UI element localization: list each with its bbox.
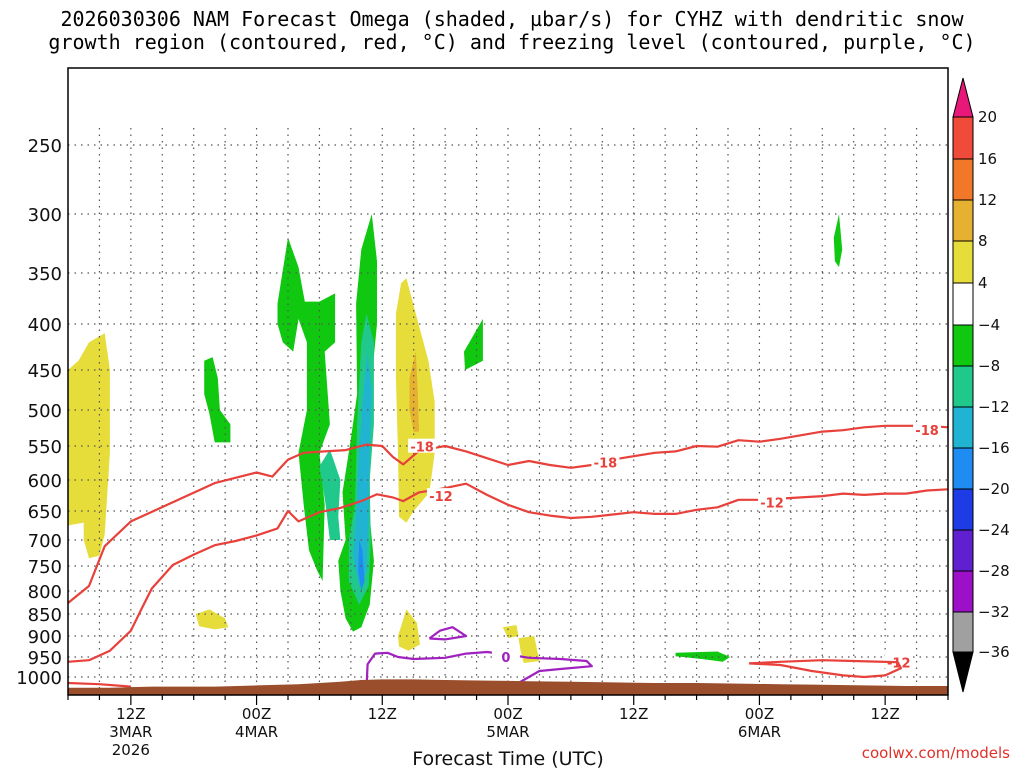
colorbar-swatch--16 [952, 406, 974, 449]
contour-line--12-1 [67, 482, 949, 663]
y-tick-label-750: 750 [28, 557, 62, 578]
colorbar-label-3: 8 [978, 232, 988, 250]
y-tick-label-850: 850 [28, 605, 62, 626]
x-tick-label-30-0: 12Z [368, 705, 397, 723]
contour-label--18-1: -18 [594, 456, 618, 471]
contour-label-bg [913, 422, 942, 437]
colorbar-label-1: 16 [978, 150, 997, 168]
colorbar-label-4: 4 [978, 274, 988, 292]
y-tick-label-650: 650 [28, 502, 62, 523]
x-tick-label-6-1: 3MAR [109, 723, 152, 741]
x-tick-label-42-0: 00Z [493, 705, 522, 723]
colorbar-swatch-12 [952, 158, 974, 201]
y-tick-label-700: 700 [28, 531, 62, 552]
omega-region-2 [204, 357, 231, 443]
y-tick-label-900: 900 [28, 627, 62, 648]
contour-line-0-4 [365, 650, 593, 687]
x-tick-label-6-0: 12Z [116, 705, 145, 723]
y-tick-label-950: 950 [28, 648, 62, 669]
omega-region-10 [409, 351, 419, 432]
omega-region-15 [675, 651, 731, 662]
colorbar-swatch--20 [952, 447, 974, 490]
colorbar-label-0: 20 [978, 108, 997, 126]
chart-title-line2: growth region (contoured, red, °C) and f… [48, 30, 976, 54]
contour-label--12-1: -12 [760, 496, 784, 511]
colorbar-swatch-16 [952, 116, 974, 160]
y-tick-label-1000: 1000 [16, 668, 62, 689]
y-tick-label-250: 250 [28, 136, 62, 157]
y-tick-label-500: 500 [28, 401, 62, 422]
colorbar-swatch--12 [952, 365, 974, 408]
colorbar-swatch-4 [952, 240, 974, 284]
contour-label-bg [884, 654, 913, 669]
omega-region-5 [319, 449, 341, 540]
x-axis-label: Forecast Time (UTC) [412, 748, 603, 768]
y-tick-label-550: 550 [28, 437, 62, 458]
colorbar-label-12: −32 [978, 603, 1010, 621]
omega-region-1 [195, 609, 229, 630]
colorbar-swatch--8 [952, 324, 974, 367]
x-tick-label-54-0: 12Z [619, 705, 648, 723]
omega-region-11 [464, 318, 483, 370]
contour-label--18-2: -18 [915, 424, 939, 439]
colorbar-label-10: −24 [978, 521, 1010, 539]
colorbar-label-6: −8 [978, 357, 1000, 375]
colorbar-swatch--36 [952, 611, 974, 653]
omega-region-16 [833, 214, 843, 268]
colorbar-swatch--32 [952, 570, 974, 613]
colorbar-swatch--4 [952, 282, 974, 326]
colorbar-label-11: −28 [978, 562, 1010, 580]
colorbar-swatch-8 [952, 199, 974, 242]
contour-label-bg [408, 438, 437, 453]
contour-label--12-0: -12 [429, 490, 453, 505]
x-tick-label-66-1: 6MAR [738, 723, 781, 741]
y-tick-label-600: 600 [28, 471, 62, 492]
credit-link[interactable]: coolwx.com/models [861, 744, 1010, 762]
contour-label-bg [426, 488, 455, 503]
colorbar-swatch--24 [952, 488, 974, 531]
contour-line--18-0 [67, 424, 949, 604]
contour-label--18-0: -18 [410, 441, 434, 456]
y-tick-label-400: 400 [28, 315, 62, 336]
y-tick-label-300: 300 [28, 205, 62, 226]
colorbar-label-2: 12 [978, 191, 997, 209]
colorbar-label-13: −36 [978, 643, 1010, 661]
colorbar-label-7: −12 [978, 398, 1010, 416]
terrain-surface [68, 679, 948, 695]
contour-line--12-2 [748, 659, 902, 679]
y-tick-label-800: 800 [28, 582, 62, 603]
x-tick-label-42-1: 5MAR [486, 723, 529, 741]
x-tick-label-18-0: 00Z [242, 705, 271, 723]
contour-label-bg [491, 649, 520, 663]
colorbar-swatch--40 [952, 651, 974, 693]
x-tick-label-78-0: 12Z [870, 705, 899, 723]
contour-label-bg [758, 494, 786, 509]
contour-label-0-0: 0 [501, 651, 510, 666]
colorbar-swatch--28 [952, 529, 974, 572]
contour-line-0-5 [428, 626, 468, 641]
x-tick-label-66-0: 00Z [745, 705, 774, 723]
colorbar-swatch-20 [952, 77, 974, 118]
omega-region-13 [502, 625, 519, 639]
colorbar-label-5: −4 [978, 316, 1000, 334]
omega-region-12 [398, 609, 420, 651]
contour-line--12-3 [67, 681, 131, 688]
chart-title-line1: 2026030306 NAM Forecast Omega (shaded, µ… [60, 7, 964, 31]
x-tick-label-6-2: 2026 [112, 741, 150, 759]
omega-region-3 [277, 237, 336, 581]
contour-label-bg [591, 454, 620, 469]
colorbar-label-9: −20 [978, 480, 1010, 498]
y-tick-label-450: 450 [28, 361, 62, 382]
x-tick-label-18-1: 4MAR [235, 723, 278, 741]
colorbar-label-8: −16 [978, 439, 1010, 457]
y-tick-label-350: 350 [28, 264, 62, 285]
